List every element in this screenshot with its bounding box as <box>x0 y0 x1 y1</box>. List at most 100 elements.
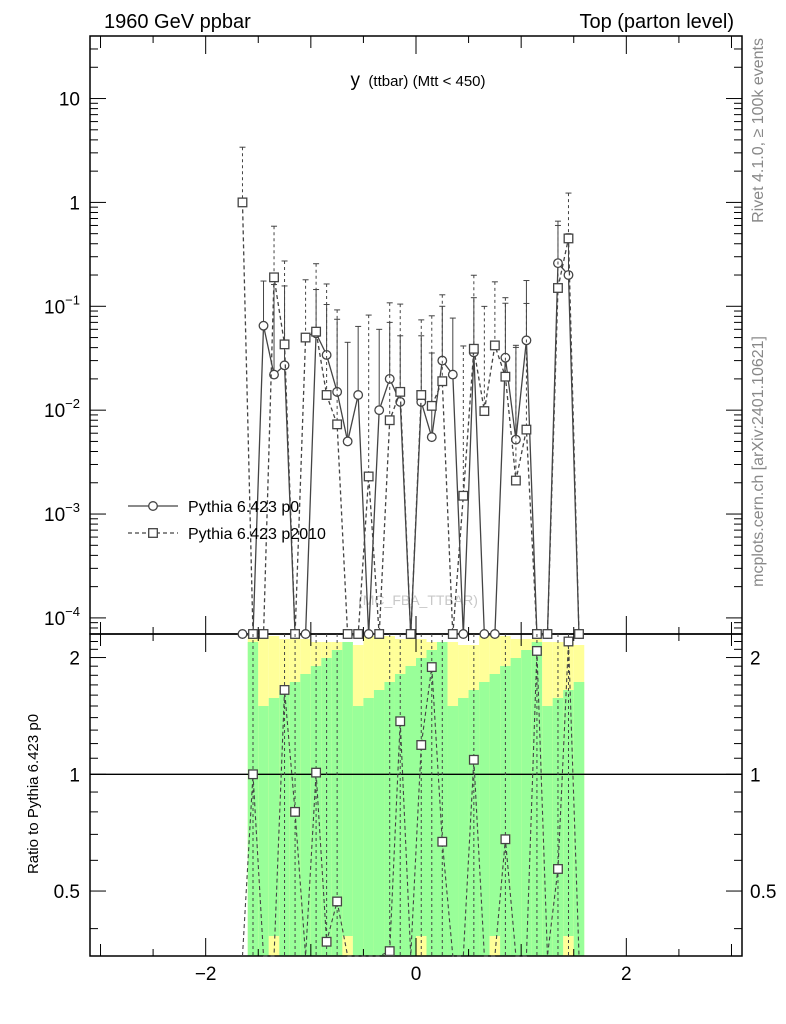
green-band <box>521 650 532 956</box>
data-point-2 <box>500 371 511 382</box>
ratio-tick-label: 1 <box>69 765 80 786</box>
green-band <box>352 706 364 956</box>
ratio-point <box>531 645 542 656</box>
ratio-tick-label-right: 0.5 <box>750 882 776 903</box>
y-tick-base: 1 <box>69 193 80 214</box>
green-band <box>363 698 374 956</box>
data-point-2 <box>416 390 427 400</box>
y-tick-label: 10−3 <box>44 500 80 526</box>
data-point-zero-1 <box>458 629 469 639</box>
data-point-zero-1 <box>300 629 311 639</box>
green-band <box>268 698 280 936</box>
title-main: y <box>350 70 360 91</box>
green-band <box>447 706 459 956</box>
ratio-point <box>426 662 437 673</box>
y-tick-base: 10 <box>44 505 65 526</box>
green-band <box>510 658 522 956</box>
ratio-point <box>437 836 448 847</box>
green-band <box>479 682 490 956</box>
data-point-1 <box>258 320 269 331</box>
y-tick-label: 10−2 <box>44 396 80 422</box>
data-point-2 <box>269 272 279 283</box>
data-point-2 <box>479 406 490 417</box>
green-band <box>458 698 469 956</box>
ratio-tick-label-right: 2 <box>750 649 761 670</box>
series-line-1 <box>242 261 580 636</box>
legend-label-2: Pythia 6.423 p2010 <box>188 526 326 543</box>
y-tick-base: 10 <box>44 297 65 318</box>
legend-marker-2 <box>148 528 158 538</box>
data-point-1 <box>426 432 437 443</box>
data-point-zero-2 <box>258 629 269 639</box>
y-tick-exponent: −2 <box>65 396 80 411</box>
green-band <box>373 690 385 956</box>
legend: Pythia 6.423 p0 Pythia 6.423 p2010 <box>128 499 326 543</box>
ratio-point <box>563 636 574 647</box>
data-point-zero-2 <box>447 629 458 639</box>
data-point-2 <box>321 390 332 400</box>
data-point-1 <box>279 360 290 371</box>
header-left: 1960 GeV ppbar <box>104 11 251 33</box>
y-tick-exponent: −3 <box>65 500 80 515</box>
x-tick-label: 0 <box>411 964 422 985</box>
data-point-zero-1 <box>479 629 490 639</box>
green-band <box>405 666 416 956</box>
mcplots-label: mcplots.cern.ch [arXiv:2401.10621] <box>750 336 767 587</box>
x-tick-label: −2 <box>195 964 217 985</box>
ratio-ylabel: Ratio to Pythia 6.423 p0 <box>25 714 42 874</box>
data-point-zero-1 <box>363 629 374 639</box>
series-line-2 <box>241 202 580 636</box>
data-point-zero-2 <box>342 629 353 639</box>
ratio-point <box>500 834 511 845</box>
green-band <box>258 706 269 956</box>
data-series <box>237 146 584 639</box>
data-point-1 <box>563 270 574 280</box>
legend-label-1: Pythia 6.423 p0 <box>188 499 299 516</box>
y-tick-label: 10−1 <box>44 292 80 318</box>
green-band <box>542 706 553 956</box>
data-point-2 <box>332 419 343 430</box>
ratio-series <box>241 634 580 957</box>
ratio-point <box>332 896 343 907</box>
ratio-point <box>279 684 290 695</box>
data-point-2 <box>384 415 395 426</box>
green-band <box>342 642 353 936</box>
ratio-point <box>384 946 395 957</box>
data-point-2 <box>553 283 563 293</box>
data-point-zero-2 <box>542 629 553 639</box>
y-tick-base: 10 <box>59 90 80 111</box>
data-point-2 <box>510 475 521 486</box>
data-point-2 <box>395 386 406 397</box>
data-point-1 <box>269 369 279 380</box>
ratio-point <box>311 767 322 778</box>
data-point-2 <box>563 233 574 244</box>
y-tick-exponent: −1 <box>65 292 80 307</box>
data-point-zero-1 <box>489 629 500 639</box>
data-point-2 <box>300 332 311 343</box>
ratio-uncertainty-bands <box>247 636 585 956</box>
y-tick-base: 10 <box>44 609 65 630</box>
data-point-2 <box>311 326 322 337</box>
data-point-2 <box>363 471 374 482</box>
ratio-tick-label: 2 <box>69 649 80 670</box>
data-point-zero-2 <box>374 629 385 639</box>
y-tick-base: 10 <box>44 401 65 422</box>
legend-marker-1 <box>148 501 158 511</box>
data-point-2 <box>237 197 248 208</box>
analysis-watermark: (MC_FBA_TTBAR) <box>358 592 478 608</box>
data-point-2 <box>521 424 532 435</box>
green-band <box>573 682 585 956</box>
data-point-1 <box>374 405 385 416</box>
green-band <box>563 690 574 936</box>
data-point-2 <box>458 490 469 501</box>
y-tick-label: 10−4 <box>44 604 80 630</box>
data-point-1 <box>447 369 458 380</box>
ratio-point <box>290 806 301 817</box>
title-sub: (ttbar) (Mtt < 450) <box>368 73 485 90</box>
data-point-zero-1 <box>237 629 248 639</box>
y-tick-exponent: −4 <box>65 604 80 619</box>
header-right: Top (parton level) <box>579 11 734 33</box>
ratio-point <box>248 769 258 780</box>
